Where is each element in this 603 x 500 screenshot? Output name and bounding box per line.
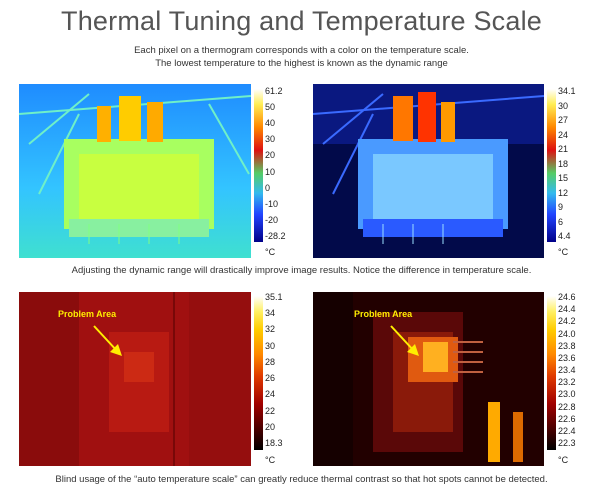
scale-tick-label: 24 <box>558 129 569 140</box>
scale-tick-label: 24 <box>265 389 276 400</box>
scale-labels-top-left: 61.2 50 40 30 20 10 0 -10 -20 -28.2 <box>265 86 305 246</box>
scale-tick-label: 50 <box>265 102 276 113</box>
thermogram-top-left <box>19 84 251 258</box>
panel-thermogram-icon <box>19 292 251 466</box>
scale-tick-label: 22.8 <box>558 401 576 412</box>
scale-tick-label: 34.1 <box>558 86 576 96</box>
scale-labels-bottom-right: 24.6 24.4 24.2 24.0 23.8 23.6 23.4 23.2 23.0 22.8… <box>558 292 598 452</box>
scale-tick-label: 15 <box>558 173 569 183</box>
scale-tick-label: 23.8 <box>558 340 576 351</box>
subtitle-line-1: Each pixel on a thermogram corresponds w… <box>134 45 469 56</box>
scale-tick-label: 27 <box>558 115 569 125</box>
scale-tick-label: 32 <box>265 324 276 335</box>
temperature-scale-bar-bottom-right <box>547 296 556 450</box>
thermogram-top-right <box>313 84 544 258</box>
scale-tick-label: -10 <box>265 198 279 209</box>
scale-tick-label: -28.2 <box>265 231 286 241</box>
scale-tick-label: 20 <box>265 150 276 161</box>
scale-tick-label: 24.6 <box>558 292 576 302</box>
scale-tick-label: 23.6 <box>558 352 576 363</box>
scale-tick-label: 30 <box>265 340 276 351</box>
scale-tick-label: 10 <box>265 166 276 177</box>
transformer-thermogram-icon <box>19 84 251 258</box>
unit-label-bottom-right: °C <box>558 455 569 465</box>
arrow-icon <box>93 325 122 356</box>
scale-tick-label: 6 <box>558 216 564 227</box>
unit-label-top-right: °C <box>558 247 569 257</box>
scale-tick-label: 12 <box>558 187 569 198</box>
scale-tick-label: 28 <box>265 356 276 367</box>
panel-thermogram-icon <box>313 292 544 466</box>
scale-tick-label: 23.4 <box>558 365 576 375</box>
problem-area-label-bottom-right: Problem Area <box>354 309 413 319</box>
scale-tick-label: 24.0 <box>558 328 576 339</box>
scale-labels-bottom-left: 35.1 34 32 30 28 26 24 22 20 18.3 <box>265 292 305 452</box>
caption-bottom: Blind usage of the “auto temperature sca… <box>55 474 548 485</box>
thermogram-bottom-right <box>313 292 544 466</box>
scale-tick-label: 23.0 <box>558 389 576 400</box>
scale-tick-label: 18.3 <box>265 438 283 448</box>
scale-tick-label: 30 <box>558 100 569 111</box>
scale-tick-label: 26 <box>265 373 276 384</box>
problem-area-label-bottom-left: Problem Area <box>58 309 117 319</box>
scale-tick-label: 30 <box>265 134 276 145</box>
scale-tick-label: 40 <box>265 118 276 129</box>
scale-tick-label: 34 <box>265 308 276 319</box>
transformer-thermogram-icon <box>313 84 544 258</box>
scale-tick-label: 22.3 <box>558 438 576 448</box>
temperature-scale-bar-bottom-left <box>254 296 263 450</box>
scale-tick-label: -20 <box>265 214 279 225</box>
unit-label-top-left: °C <box>265 247 276 257</box>
thermogram-bottom-left <box>19 292 251 466</box>
scale-tick-label: 4.4 <box>558 231 571 241</box>
scale-tick-label: 23.2 <box>558 377 576 388</box>
page-title: Thermal Tuning and Temperature Scale <box>61 6 542 36</box>
scale-tick-label: 22.4 <box>558 425 576 436</box>
scale-tick-label: 61.2 <box>265 86 283 96</box>
caption-top: Adjusting the dynamic range will drastic… <box>71 265 532 276</box>
scale-tick-label: 24.2 <box>558 316 576 327</box>
temperature-scale-bar-top-right <box>547 89 556 242</box>
scale-tick-label: 0 <box>265 182 271 193</box>
scale-tick-label: 21 <box>558 144 569 154</box>
arrow-icon <box>390 325 419 356</box>
unit-label-bottom-left: °C <box>265 455 276 465</box>
scale-labels-top-right: 34.1 30 27 24 21 18 15 12 9 6 4.4 <box>558 86 598 246</box>
scale-tick-label: 18 <box>558 158 569 169</box>
subtitle-line-2: The lowest temperature to the highest is… <box>155 58 448 69</box>
scale-tick-label: 22.6 <box>558 413 576 424</box>
temperature-scale-bar-top-left <box>254 89 263 242</box>
scale-tick-label: 24.4 <box>558 304 576 315</box>
scale-tick-label: 20 <box>265 421 276 432</box>
scale-tick-label: 9 <box>558 202 564 212</box>
scale-tick-label: 22 <box>265 405 276 416</box>
scale-tick-label: 35.1 <box>265 292 283 302</box>
